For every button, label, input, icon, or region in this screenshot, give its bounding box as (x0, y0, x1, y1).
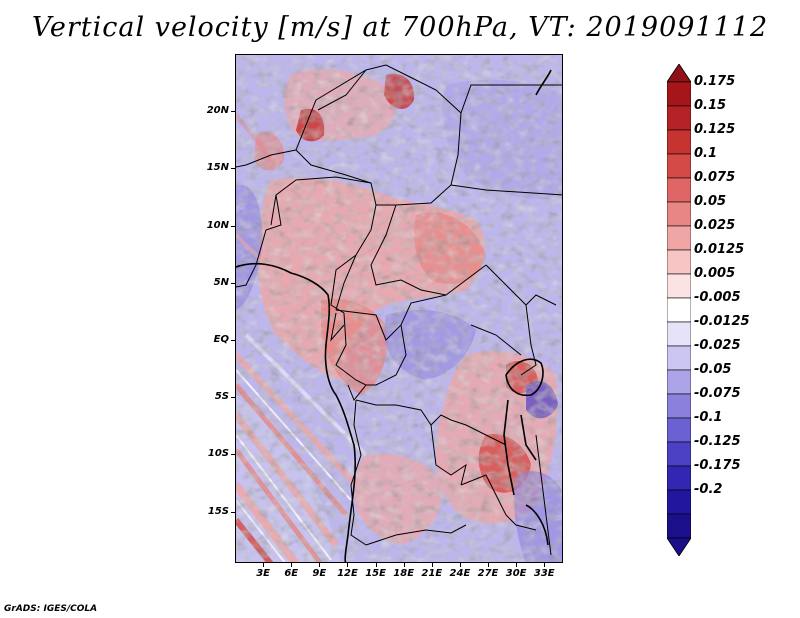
lon-tick (375, 563, 377, 567)
lon-tick-label: 6E (284, 568, 299, 579)
lat-tick-label: 5S (214, 391, 229, 403)
lon-tick-label: 3E (256, 568, 270, 579)
lon-tick-label: 15E (365, 568, 386, 579)
colorbar-over-triangle (667, 64, 691, 83)
coastlines (236, 69, 552, 562)
colorbar-level-label: -0.175 (694, 458, 741, 473)
lon-tick-label: 12E (337, 568, 358, 579)
lon-tick (403, 563, 405, 567)
colorbar-level-label: -0.075 (694, 386, 741, 401)
lon-tick-label: 9E (312, 568, 327, 579)
colorbar-swatch (667, 225, 691, 251)
lat-tick-label: 15S (207, 505, 229, 517)
colorbar-swatch (667, 105, 691, 131)
colorbar-level-label: -0.0125 (694, 314, 750, 329)
map-panel (235, 54, 563, 563)
colorbar-swatch (667, 345, 691, 371)
lon-tick-label: 27E (477, 568, 499, 579)
lon-tick (291, 563, 293, 567)
lon-tick (347, 563, 349, 567)
colorbar-level-label: 0.005 (694, 266, 736, 281)
colorbar-level-label: 0.15 (694, 98, 727, 113)
lat-tick-label: 5N (213, 276, 229, 288)
plot-title: Vertical velocity [m/s] at 700hPa, VT: 2… (31, 12, 769, 43)
colorbar-level-label: 0.1 (694, 146, 718, 161)
colorbar-level-label: -0.005 (694, 290, 741, 305)
colorbar-level-label: 0.125 (694, 122, 736, 137)
colorbar-swatch (667, 249, 691, 275)
colorbar-swatch (667, 129, 691, 155)
colorbar-swatch (667, 417, 691, 443)
colorbar-swatch (667, 465, 691, 491)
colorbar-level-label: -0.2 (694, 482, 723, 497)
colorbar-swatch (667, 201, 691, 227)
lon-tick-label: 18E (393, 568, 415, 579)
footer-credit: GrADS: IGES/COLA (4, 604, 98, 614)
colorbar-swatch (667, 393, 691, 419)
colorbar-swatch (667, 81, 691, 107)
lat-tick (231, 511, 235, 513)
colorbar-level-label: 0.0125 (694, 242, 745, 257)
lat-tick-label: EQ (213, 333, 229, 345)
lat-tick-label: 10N (206, 219, 229, 231)
lon-tick (488, 563, 490, 567)
lon-tick-label: 24E (449, 568, 471, 579)
colorbar-level-label: -0.05 (694, 362, 732, 377)
lat-tick (231, 168, 235, 170)
lon-tick-label: 33E (533, 568, 555, 579)
lon-tick (516, 563, 518, 567)
colorbar-swatch (667, 369, 691, 395)
lat-tick (231, 454, 235, 456)
lat-tick (231, 282, 235, 284)
colorbar-level-label: -0.025 (694, 338, 741, 353)
colorbar-under-triangle (667, 537, 691, 556)
colorbar-level-label: 0.05 (694, 194, 727, 209)
colorbar-swatch (667, 297, 691, 323)
lat-tick (231, 111, 235, 113)
colorbar-level-label: 0.075 (694, 170, 736, 185)
colorbar-swatch (667, 153, 691, 179)
colorbar-level-label: -0.125 (694, 434, 741, 449)
colorbar-level-label: 0.025 (694, 218, 736, 233)
lon-tick-label: 21E (421, 568, 443, 579)
colorbar-level-label: 0.175 (694, 74, 736, 89)
lon-tick (263, 563, 265, 567)
lat-tick (231, 397, 235, 399)
colorbar-swatch (667, 489, 691, 515)
colorbar-swatch (667, 273, 691, 299)
colorbar-swatch (667, 441, 691, 467)
lat-tick (231, 339, 235, 341)
lat-tick-label: 10S (207, 448, 229, 460)
lat-tick-label: 20N (206, 105, 229, 117)
vertical-velocity-field (236, 55, 562, 562)
colorbar (667, 64, 691, 556)
lon-tick (431, 563, 433, 567)
colorbar-swatch (667, 321, 691, 347)
lon-tick-label: 30E (505, 568, 527, 579)
colorbar-swatch (667, 513, 691, 539)
lat-tick (231, 225, 235, 227)
colorbar-swatch (667, 177, 691, 203)
country-borders (236, 64, 562, 556)
lat-tick-label: 15N (206, 162, 229, 174)
lon-tick (319, 563, 321, 567)
colorbar-level-label: -0.1 (694, 410, 723, 425)
lon-tick (544, 563, 546, 567)
lon-tick (459, 563, 461, 567)
